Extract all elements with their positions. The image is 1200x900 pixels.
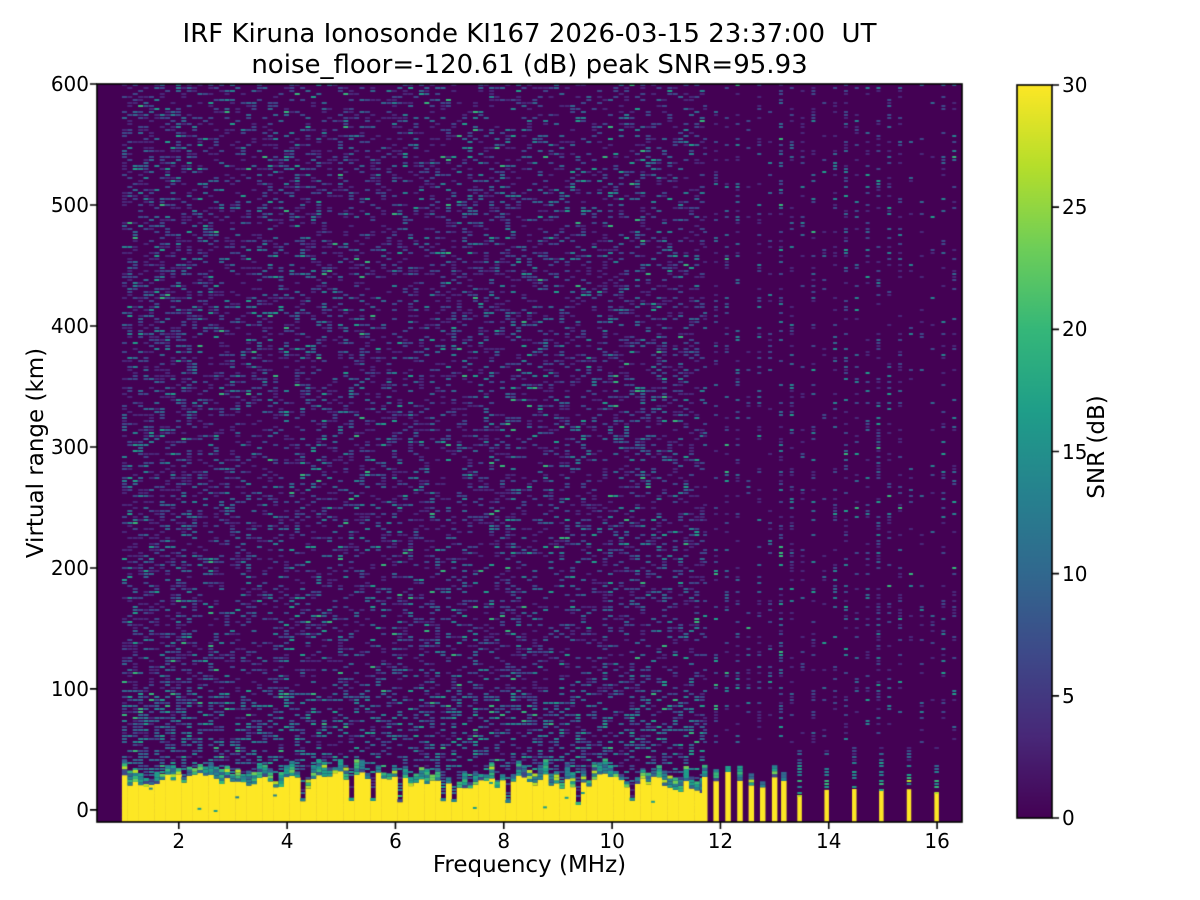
x-tick-label: 16 bbox=[924, 829, 950, 853]
y-tick-label: 600 bbox=[50, 72, 89, 96]
y-tick-label: 500 bbox=[50, 192, 89, 217]
y-tick-label: 100 bbox=[50, 676, 89, 701]
x-tick-label: 10 bbox=[599, 829, 625, 853]
x-tick-label: 12 bbox=[707, 829, 734, 853]
x-tick-label: 6 bbox=[389, 829, 402, 853]
y-tick-label: 300 bbox=[50, 434, 89, 459]
y-tick-label: 0 bbox=[76, 797, 89, 822]
chart-subtitle: noise_floor=-120.61 (dB) peak SNR=95.93 bbox=[251, 50, 808, 80]
colorbar-tick-label: 0 bbox=[1062, 806, 1075, 830]
colorbar-tick-label: 5 bbox=[1062, 683, 1075, 708]
x-tick-label: 2 bbox=[172, 829, 186, 853]
colorbar-tick-label: 20 bbox=[1062, 317, 1088, 342]
x-tick-label: 4 bbox=[280, 829, 294, 853]
x-tick-label: 8 bbox=[497, 829, 511, 853]
y-tick-label: 400 bbox=[50, 313, 89, 338]
y-tick-label: 200 bbox=[50, 555, 89, 580]
chart-title: IRF Kiruna Ionosonde KI167 2026-03-15 23… bbox=[182, 19, 877, 49]
colorbar-tick-label: 25 bbox=[1062, 195, 1088, 220]
colorbar-tick-label: 10 bbox=[1062, 561, 1088, 586]
x-tick-label: 14 bbox=[816, 829, 842, 853]
x-axis-label: Frequency (MHz) bbox=[432, 852, 627, 878]
colorbar-tick-label: 15 bbox=[1062, 439, 1088, 464]
colorbar-tick-label: 30 bbox=[1062, 73, 1088, 97]
